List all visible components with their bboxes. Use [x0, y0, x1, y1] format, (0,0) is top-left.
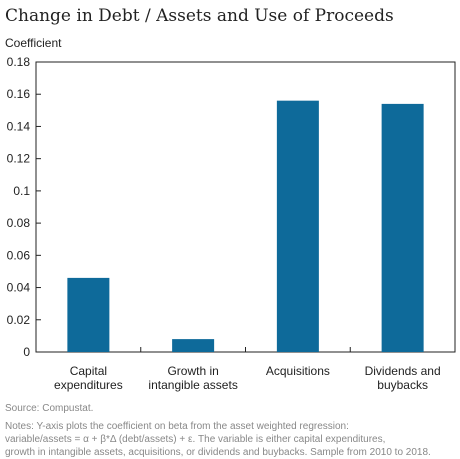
bar — [381, 103, 424, 352]
x-tick-label: Capital — [70, 364, 107, 378]
y-tick-label: 0.04 — [7, 281, 31, 295]
y-tick-label: 0.1 — [13, 184, 30, 198]
x-tick-label: expenditures — [54, 378, 123, 392]
notes-line-3: growth in intangible assets, acquisition… — [5, 447, 431, 458]
notes-line-1: Notes: Y-axis plots the coefficient on b… — [5, 421, 349, 432]
x-tick-label: Dividends and — [365, 364, 441, 378]
notes: Notes: Y-axis plots the coefficient on b… — [5, 420, 455, 459]
y-tick-label: 0.16 — [7, 87, 31, 101]
bar — [67, 277, 110, 352]
bar — [276, 100, 319, 353]
y-tick-label: 0 — [23, 345, 30, 359]
bar — [172, 339, 215, 352]
y-tick-label: 0.08 — [7, 216, 31, 230]
x-tick-label: buybacks — [377, 378, 428, 392]
chart-title: Change in Debt / Assets and Use of Proce… — [5, 6, 394, 26]
y-tick-label: 0.18 — [7, 55, 31, 69]
x-tick-label: intangible assets — [148, 378, 237, 392]
y-tick-label: 0.14 — [7, 119, 31, 133]
x-tick-label: Acquisitions — [266, 364, 330, 378]
source-note: Source: Compustat. — [5, 403, 94, 414]
y-axis-label: Coefficient — [5, 36, 62, 50]
y-tick-label: 0.06 — [7, 248, 31, 262]
y-tick-label: 0.12 — [7, 152, 31, 166]
bar-chart: 0 0.02 0.04 0.06 0.08 0.1 0.12 0.14 0.16 0.18 Capi… — [7, 55, 456, 392]
y-tick-label: 0.02 — [7, 313, 31, 327]
notes-line-2: variable/assets = α + β*Δ (debt/assets) … — [5, 434, 386, 445]
x-tick-label: Growth in — [167, 364, 218, 378]
